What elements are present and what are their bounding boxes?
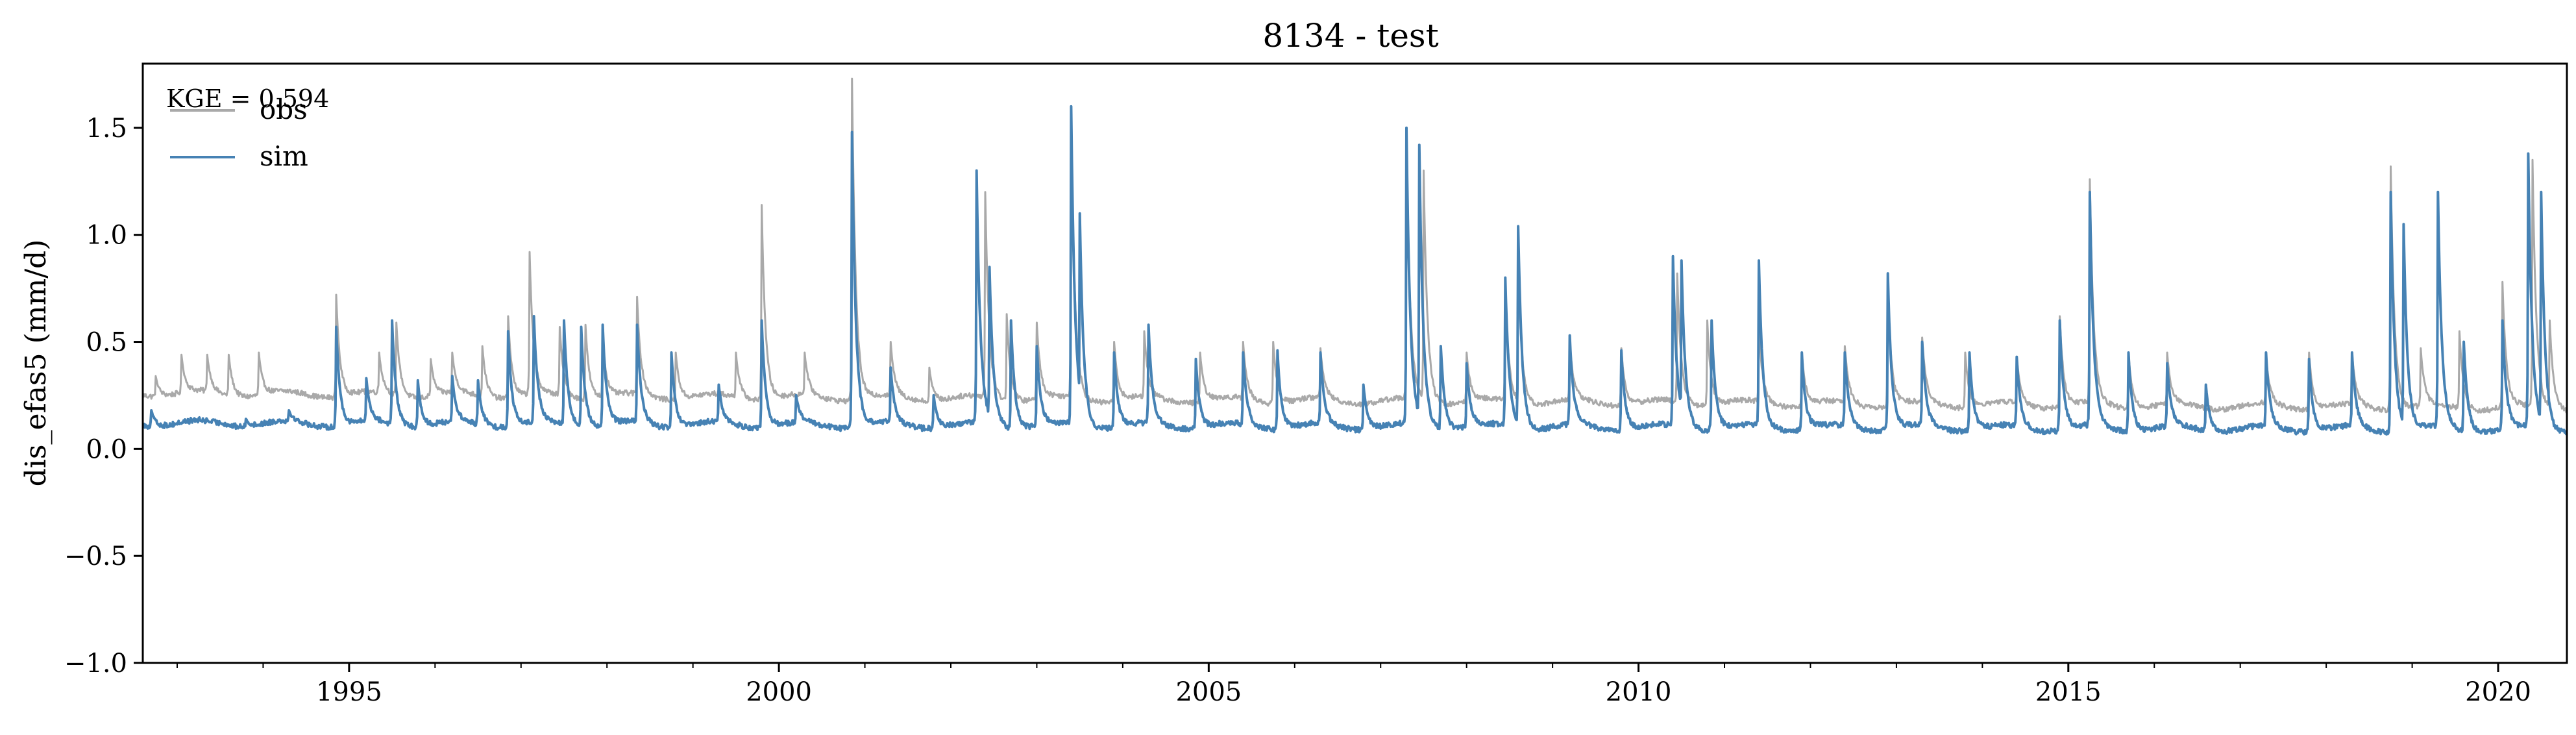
plot-area	[141, 62, 2568, 664]
y-tick-label: 0.5	[86, 328, 127, 358]
x-tick-label: 2005	[1175, 677, 1242, 707]
x-tick-label: 2015	[2035, 677, 2102, 707]
y-tick-label: 1.0	[86, 221, 127, 251]
y-tick-label: 0.0	[86, 434, 127, 464]
series-line-sim	[143, 105, 2567, 436]
y-tick-label: −1.0	[64, 649, 127, 679]
x-tick-label: 2010	[1606, 677, 1672, 707]
legend-sim-label: sim	[260, 140, 308, 172]
x-tick-label: 1995	[316, 677, 382, 707]
kge-annotation: KGE = 0.594	[166, 84, 329, 113]
y-tick-label: −0.5	[64, 542, 127, 571]
x-tick-label: 2000	[746, 677, 812, 707]
x-axis: 1995 2000 2005 2010 2015 2020	[176, 663, 2531, 707]
y-tick-label: 1.5	[86, 114, 127, 143]
legend: obs sim	[170, 93, 308, 172]
series-line-obs	[143, 77, 2567, 414]
y-axis: −1.0 −0.5 0.0 0.5 1.0 1.5	[64, 114, 143, 679]
plot-frame	[141, 62, 2568, 664]
legend-obs-label: obs	[260, 93, 308, 125]
series-layer	[143, 77, 2567, 436]
chart-title: 8134 - test	[1262, 17, 1438, 55]
y-axis-label: dis_efas5 (mm/d)	[19, 240, 53, 487]
x-tick-label: 2020	[2465, 677, 2531, 707]
